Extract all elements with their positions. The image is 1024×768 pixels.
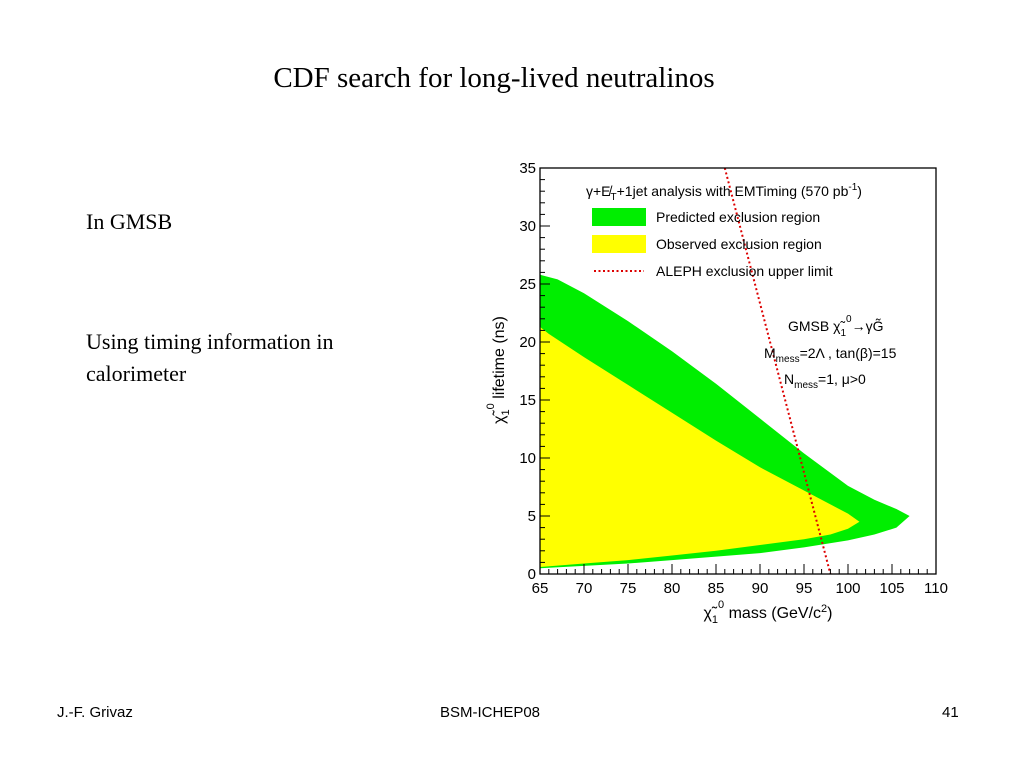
legend-label-aleph: ALEPH exclusion upper limit: [656, 263, 833, 279]
y-tick-label: 25: [519, 276, 536, 293]
x-tick-label: 95: [796, 580, 813, 597]
x-axis-chi-subscript: 1: [712, 614, 718, 626]
x-tick-label: 110: [924, 580, 948, 597]
footer-conference: BSM-ICHEP08: [440, 704, 541, 721]
footer-page-number: 41: [942, 704, 959, 721]
y-axis-title-text: lifetime (ns): [491, 316, 508, 403]
x-axis-title-sup: 2: [821, 603, 827, 615]
y-axis-chi-subscript: 1: [500, 409, 512, 415]
legend-swatch-observed: [592, 235, 646, 253]
y-tick-label: 0: [528, 566, 536, 583]
x-tick-label: 105: [879, 580, 904, 597]
x-tick-label: 65: [532, 580, 549, 597]
x-axis-chi-superscript: 0: [718, 599, 724, 611]
legend-label-predicted: Predicted exclusion region: [656, 209, 820, 225]
y-axis-chi-superscript: 0: [485, 403, 497, 409]
observed-exclusion-region: [540, 326, 860, 568]
x-tick-label: 75: [620, 580, 637, 597]
y-tick-label: 35: [519, 160, 536, 177]
legend: γ+E̸T+1jet analysis with EMTiming (570 p…: [586, 182, 862, 279]
aleph-limit-line: [723, 168, 832, 574]
plot-frame: [539, 167, 937, 575]
bullet-text-gmsb: In GMSB: [86, 209, 173, 234]
y-tick-label: 5: [528, 508, 536, 525]
y-tick-label: 30: [519, 218, 536, 235]
legend-swatch-predicted: [592, 208, 646, 226]
x-tick-label: 85: [708, 580, 725, 597]
x-tick-label: 70: [576, 580, 593, 597]
footer-author: J.-F. Grivaz: [57, 704, 133, 721]
x-tick-label: 90: [752, 580, 769, 597]
y-tick-label: 20: [519, 334, 536, 351]
slide-title-text: CDF search for long-lived neutralinos: [273, 62, 715, 94]
y-tick-label: 10: [519, 450, 536, 467]
y-tick-label: 15: [519, 392, 536, 409]
x-axis-title-text: mass (GeV/c: [724, 605, 821, 622]
slide-title: CDF search for long-lived neutralinos: [0, 62, 1024, 95]
bullet-text-timing: Using timing information in calorimeter: [86, 329, 334, 386]
legend-label-observed: Observed exclusion region: [656, 236, 822, 252]
x-tick-label: 100: [835, 580, 860, 597]
legend-title: γ+E̸T+1jet analysis with EMTiming (570 p…: [586, 182, 862, 203]
x-tick-label: 80: [664, 580, 681, 597]
x-axis-title-close: ): [827, 605, 832, 622]
